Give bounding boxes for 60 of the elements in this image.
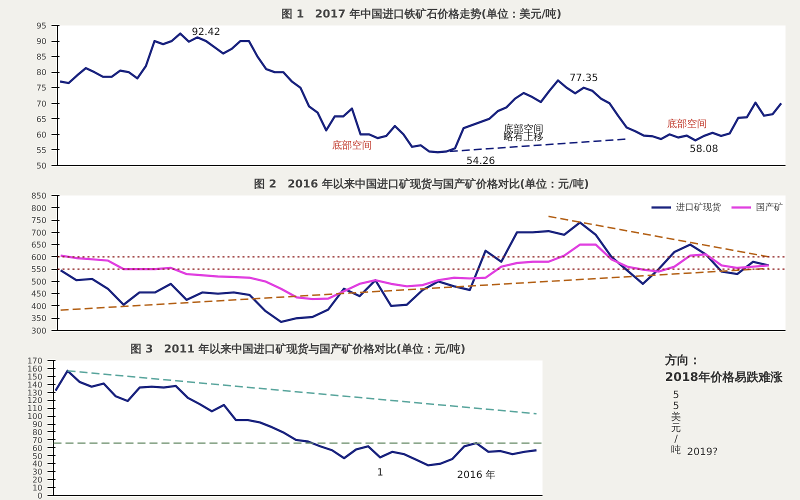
- line-series: [60, 243, 770, 300]
- legend-label: 国产矿: [756, 202, 783, 214]
- y-tick-label: 90: [36, 37, 47, 46]
- y-tick-label: 80: [32, 428, 43, 437]
- y-tick-label: 850: [31, 192, 47, 200]
- y-tick-label: 50: [32, 452, 43, 461]
- chart-title: 图 3 2011 年以来中国进口矿现货与国产矿价格对比(单位：元/吨): [130, 342, 466, 356]
- y-tick-label: 450: [31, 290, 47, 299]
- annotation: 底部空间: [666, 118, 707, 130]
- y-tick-label: 150: [27, 372, 43, 382]
- y-tick-label: 550: [31, 265, 47, 274]
- y-tick-label: 500: [31, 277, 47, 286]
- annotation: 2016 年: [457, 469, 496, 482]
- y-tick-label: 400: [31, 302, 47, 311]
- y-tick-label: 55: [36, 146, 47, 155]
- y-tick-label: 70: [32, 436, 43, 445]
- annotation: 54.26: [466, 156, 496, 167]
- y-tick-label: 650: [31, 240, 47, 250]
- text: 2018年价格易跌难涨: [665, 369, 784, 386]
- y-tick-label: 95: [36, 22, 47, 30]
- y-tick-label: 120: [27, 396, 43, 406]
- text: 2019?: [687, 446, 718, 460]
- y-tick-label: 130: [27, 388, 43, 398]
- text: 55美元/吨: [671, 390, 681, 456]
- annotation: 92.42: [192, 27, 220, 38]
- y-tick-label: 65: [36, 114, 47, 124]
- y-tick-label: 350: [31, 314, 47, 324]
- y-tick-label: 50: [36, 162, 47, 170]
- y-tick-label: 85: [36, 52, 47, 62]
- y-tick-label: 90: [32, 420, 43, 430]
- y-tick-label: 70: [36, 99, 47, 108]
- y-tick-label: 750: [31, 216, 47, 226]
- text: 方向：: [665, 352, 702, 369]
- y-tick-label: 140: [27, 380, 43, 390]
- line-series: [60, 221, 770, 324]
- y-tick-label: 170: [27, 356, 43, 366]
- y-tick-label: 0: [37, 492, 43, 500]
- annotation: 底部空间: [332, 140, 372, 152]
- annotation: 77.35: [569, 73, 598, 84]
- y-tick-label: 100: [27, 412, 43, 422]
- annotation: 1: [377, 468, 384, 479]
- y-tick-label: 80: [36, 68, 47, 78]
- y-tick-label: 10: [32, 484, 43, 493]
- y-tick-label: 60: [32, 444, 43, 453]
- line-series: [54, 370, 538, 466]
- legend-label: 进口矿现货: [676, 202, 721, 214]
- y-tick-label: 20: [32, 476, 43, 485]
- y-tick-label: 30: [32, 468, 43, 477]
- chart-title: 图 1 2017 年中国进口铁矿石价格走势(单位：美元/吨): [282, 8, 562, 20]
- y-tick-label: 160: [27, 364, 43, 374]
- y-tick-label: 700: [31, 228, 47, 238]
- y-tick-label: 600: [31, 252, 47, 262]
- y-tick-label: 300: [31, 326, 47, 336]
- y-tick-label: 40: [32, 460, 43, 469]
- y-tick-label: 800: [31, 204, 47, 213]
- chart-title: 图 2 2016 年以来中国进口矿现货与国产矿价格对比(单位：元/吨): [254, 178, 590, 190]
- y-tick-label: 60: [36, 130, 47, 140]
- y-tick-label: 110: [27, 404, 43, 414]
- y-tick-label: 75: [36, 84, 47, 93]
- annotation: 58.08: [690, 144, 718, 156]
